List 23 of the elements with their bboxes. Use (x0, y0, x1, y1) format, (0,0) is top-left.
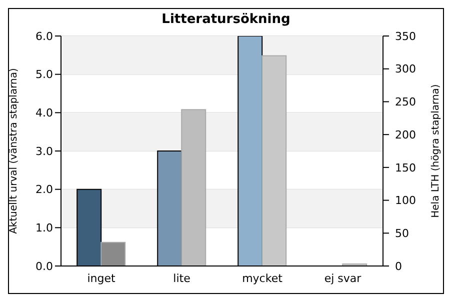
y-tick-label: 2.0 (36, 183, 53, 196)
y2-tick-label: 150 (395, 161, 416, 174)
y-tick-label: 5.0 (36, 68, 53, 82)
y2-tick-label: 350 (395, 30, 416, 43)
y2-tick-label: 200 (395, 128, 416, 142)
y2-tick-label: 300 (395, 62, 416, 76)
y-axis-title: Aktuellt urval (vänstra staplarna) (8, 68, 20, 234)
y-tick-label: 3.0 (36, 144, 53, 158)
y2-axis-title: Hela LTH (högra staplarna) (430, 84, 442, 218)
y2-tick-label: 100 (395, 194, 416, 208)
bar (100, 242, 126, 266)
chart-title: Litteratursökning (160, 11, 292, 29)
y2-tick-label: 50 (395, 226, 409, 240)
y2-tick-label: 250 (395, 96, 416, 109)
x-tick-label: lite (173, 272, 191, 285)
y-tick-label: 0.0 (36, 260, 53, 273)
y-tick-label: 4.0 (36, 106, 53, 120)
x-tick-label: mycket (242, 272, 284, 285)
x-tick-label: ej svar (324, 272, 362, 285)
y2-tick-label: 0 (395, 260, 402, 273)
x-tick-label: inget (87, 272, 116, 285)
y-tick-label: 6.0 (36, 30, 53, 43)
y-tick-label: 1.0 (36, 222, 53, 235)
